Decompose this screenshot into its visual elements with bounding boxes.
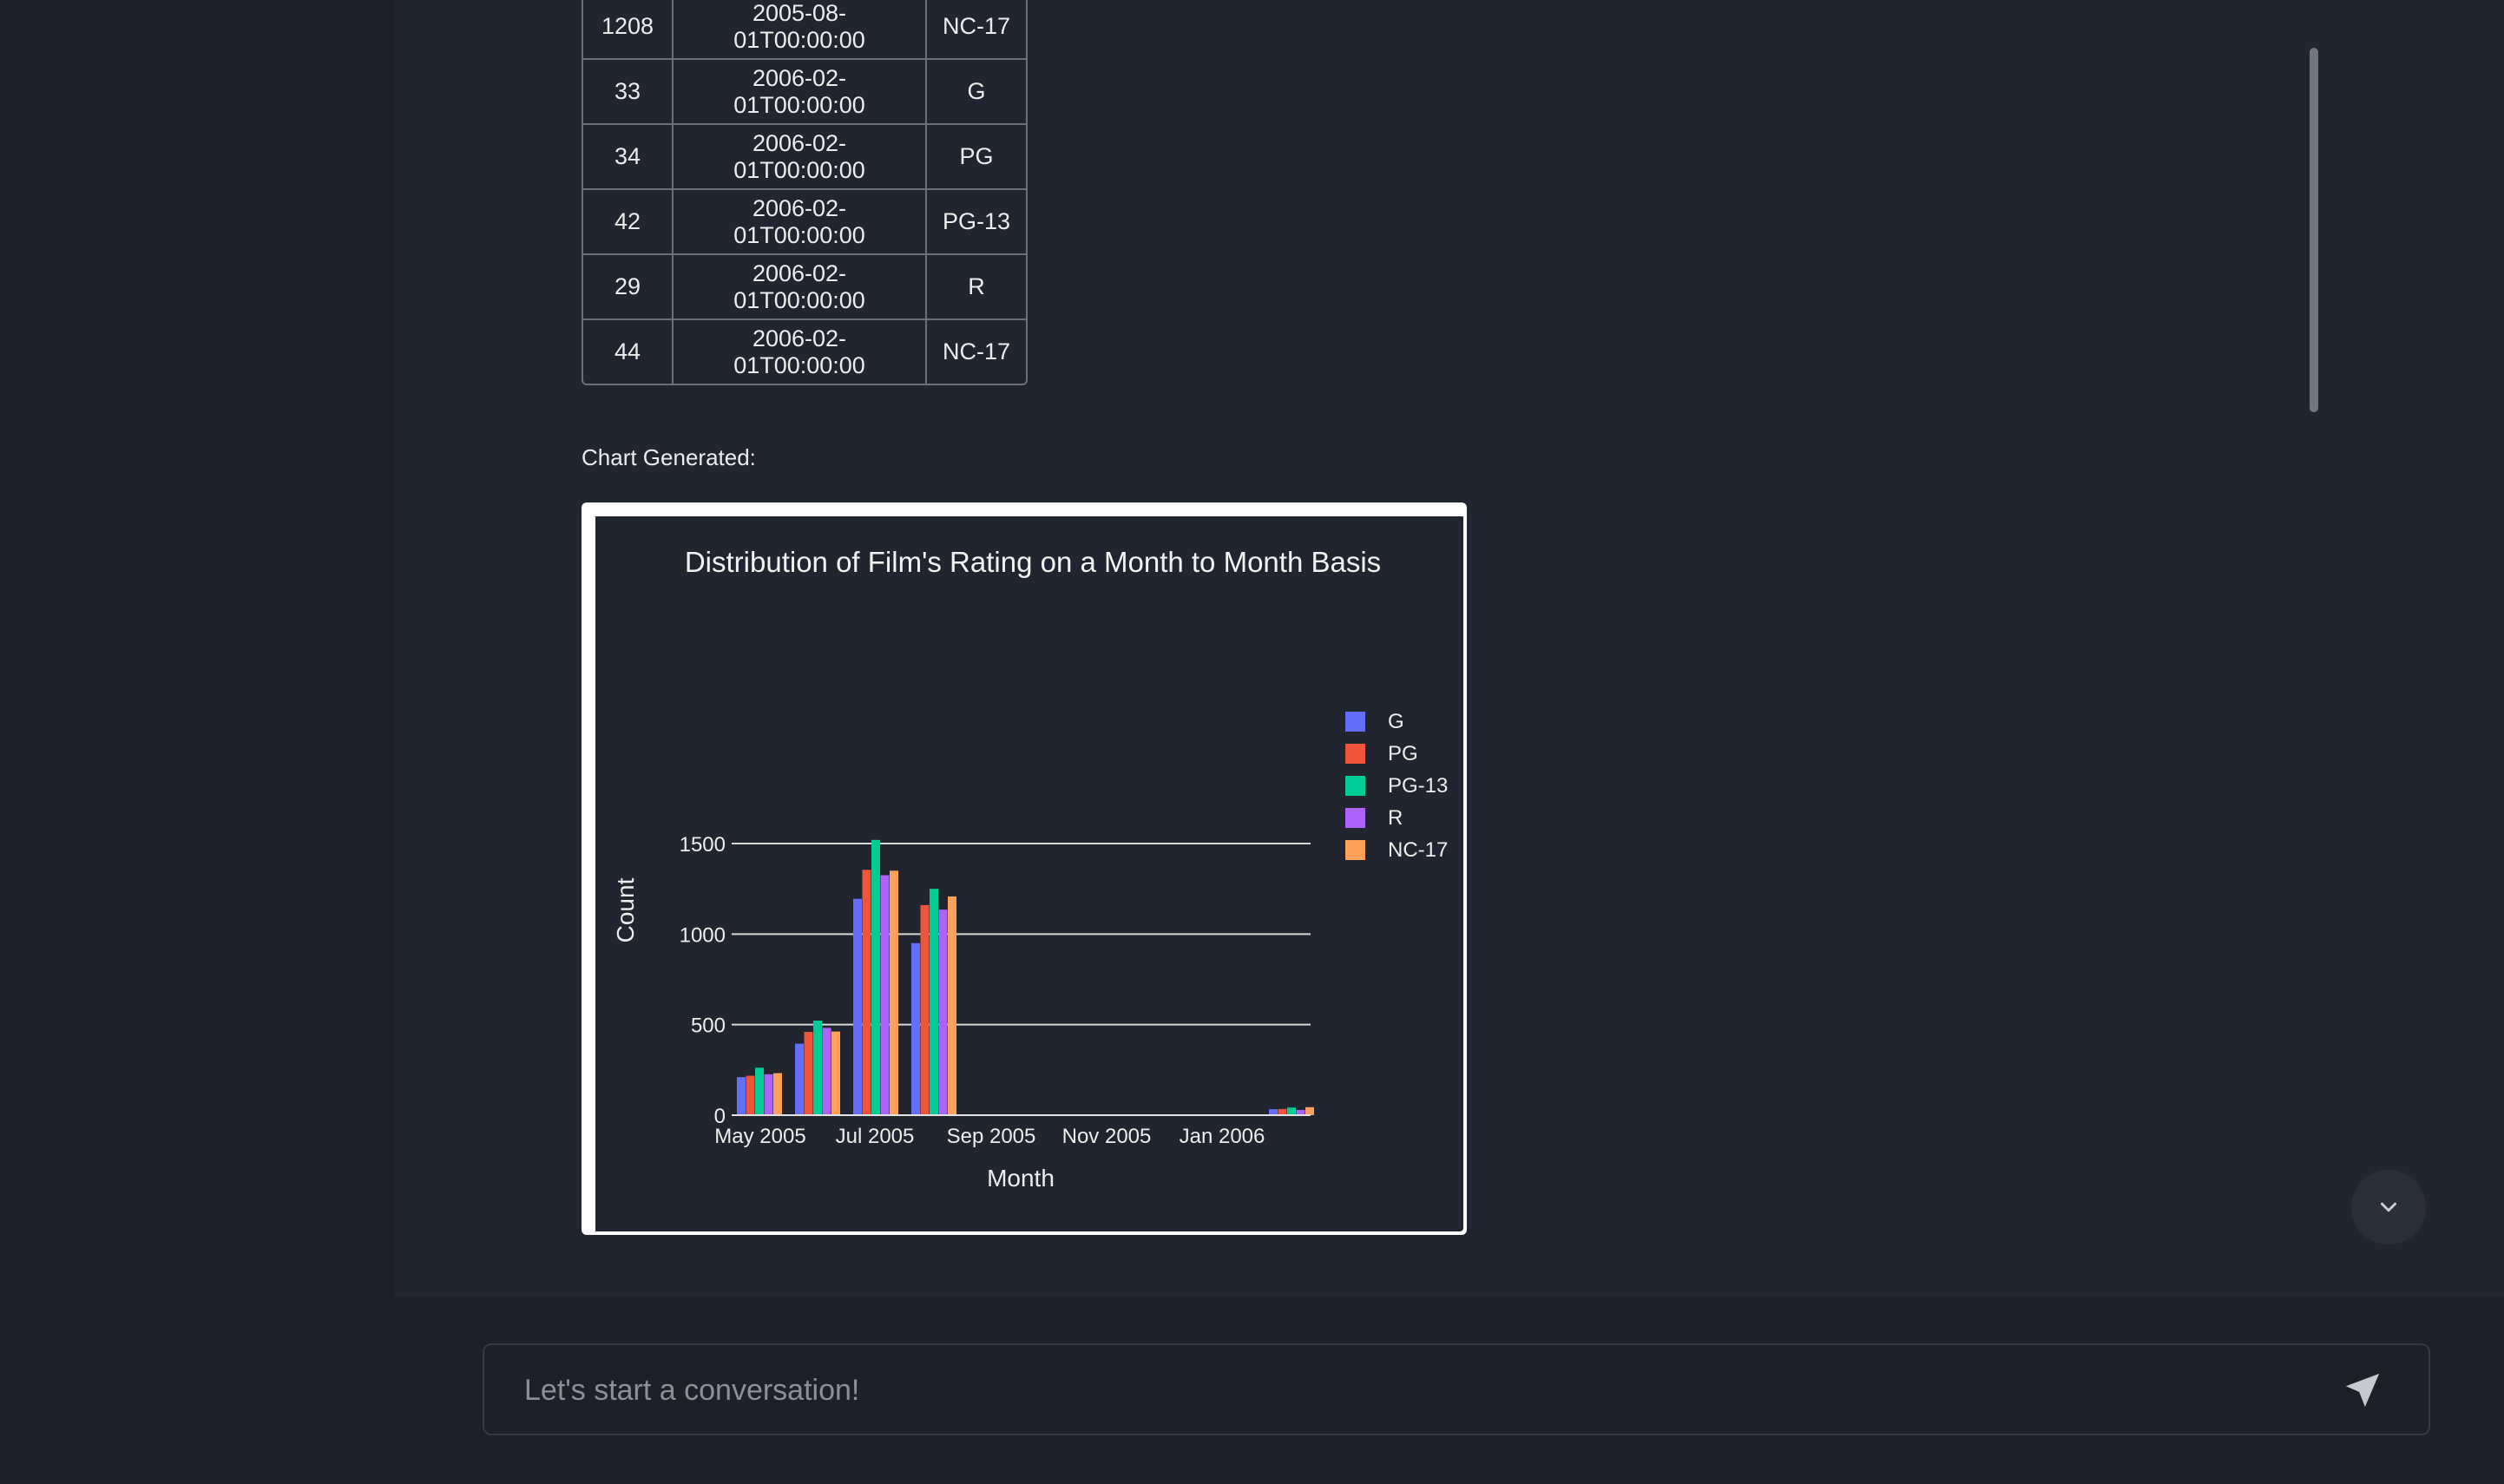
- bar-pg-2005-05: [746, 1075, 755, 1115]
- scroll-down-button[interactable]: [2351, 1170, 2426, 1244]
- scrollbar-thumb[interactable]: [2310, 48, 2318, 412]
- table-cell-month: 2006-02-01T00:00:00: [674, 190, 927, 255]
- table-row: 33 2006-02-01T00:00:00 G: [583, 60, 1026, 125]
- bar-chart: Distribution of Film's Rating on a Month…: [612, 546, 1448, 1192]
- bar-pg-13-2005-05: [755, 1067, 764, 1115]
- y-tick-label: 0: [714, 1105, 726, 1128]
- table-cell-rating: PG: [927, 125, 1026, 190]
- bar-g-2005-05: [737, 1077, 746, 1115]
- table-cell-count: 29: [583, 255, 674, 320]
- legend-swatch-pg-13[interactable]: [1345, 776, 1365, 796]
- x-tick-label: May 2005: [714, 1125, 805, 1148]
- y-tick-label: 1000: [680, 923, 726, 947]
- table-cell-count: 33: [583, 60, 674, 125]
- table-cell-month: 2006-02-01T00:00:00: [674, 60, 927, 125]
- bar-g-2005-06: [795, 1043, 804, 1115]
- table-row: 34 2006-02-01T00:00:00 PG: [583, 125, 1026, 190]
- table-cell-month: 2005-08-01T00:00:00: [674, 0, 927, 60]
- bar-g-2005-07: [853, 898, 862, 1115]
- bar-pg-2005-06: [804, 1032, 813, 1115]
- bar-pg-13-2005-08: [930, 889, 938, 1115]
- query-result-table: 1208 2005-08-01T00:00:00 NC-17 33 2006-02-01…: [582, 0, 1028, 385]
- bar-g-2005-08: [911, 942, 920, 1115]
- table-cell-rating: NC-17: [927, 0, 1026, 60]
- bar-nc-17-2005-06: [831, 1031, 840, 1115]
- table-cell-month: 2006-02-01T00:00:00: [674, 255, 927, 320]
- bar-nc-17-2005-07: [890, 870, 898, 1115]
- bar-nc-17-2005-05: [773, 1073, 782, 1115]
- table-cell-count: 1208: [583, 0, 674, 60]
- x-axis-title: Month: [987, 1165, 1055, 1192]
- legend-swatch-pg[interactable]: [1345, 744, 1365, 764]
- bar-r-2006-02: [1296, 1109, 1305, 1115]
- bar-r-2005-06: [822, 1028, 831, 1115]
- paper-plane-icon: [2345, 1373, 2380, 1408]
- table-cell-rating: PG-13: [927, 190, 1026, 255]
- bar-r-2005-05: [764, 1074, 773, 1115]
- x-tick-label: Sep 2005: [947, 1125, 1036, 1148]
- message-input[interactable]: [522, 1345, 2331, 1435]
- bar-nc-17-2005-08: [948, 896, 956, 1115]
- bar-nc-17-2006-02: [1305, 1106, 1314, 1115]
- table-cell-count: 44: [583, 320, 674, 384]
- bar-g-2006-02: [1269, 1109, 1278, 1115]
- table-cell-month: 2006-02-01T00:00:00: [674, 125, 927, 190]
- bar-pg-13-2006-02: [1287, 1107, 1296, 1115]
- sidebar: [0, 0, 394, 1484]
- legend-swatch-nc-17[interactable]: [1345, 840, 1365, 860]
- table-cell-rating: G: [927, 60, 1026, 125]
- bar-pg-13-2005-06: [813, 1021, 822, 1115]
- chart-generated-label: Chart Generated:: [582, 444, 756, 470]
- y-tick-label: 500: [691, 1015, 726, 1038]
- message-composer: [483, 1343, 2430, 1435]
- bar-pg-2006-02: [1278, 1108, 1287, 1115]
- chart-plot-area: Distribution of Film's Rating on a Month…: [595, 516, 1463, 1231]
- table-cell-count: 34: [583, 125, 674, 190]
- table-cell-month: 2006-02-01T00:00:00: [674, 320, 927, 384]
- table-row: 42 2006-02-01T00:00:00 PG-13: [583, 190, 1026, 255]
- legend-label-r[interactable]: R: [1388, 806, 1403, 830]
- chart-title: Distribution of Film's Rating on a Month…: [685, 546, 1381, 578]
- bar-pg-2005-08: [920, 904, 930, 1115]
- bar-pg-13-2005-07: [871, 839, 880, 1115]
- legend-label-nc-17[interactable]: NC-17: [1388, 838, 1448, 862]
- legend-label-pg-13[interactable]: PG-13: [1388, 774, 1448, 798]
- bar-r-2005-07: [880, 875, 890, 1115]
- send-button[interactable]: [2338, 1366, 2387, 1415]
- legend-label-g[interactable]: G: [1388, 710, 1404, 733]
- bar-pg-2005-07: [862, 870, 871, 1115]
- chevron-down-icon: [2381, 1202, 2396, 1212]
- legend-swatch-r[interactable]: [1345, 808, 1365, 828]
- x-tick-label: Jan 2006: [1180, 1125, 1265, 1148]
- table-cell-rating: NC-17: [942, 338, 1011, 364]
- table-cell-rating: R: [927, 255, 1026, 320]
- y-tick-label: 1500: [680, 833, 726, 857]
- y-axis-title: Count: [612, 877, 639, 942]
- chart-container: Distribution of Film's Rating on a Month…: [582, 502, 1467, 1235]
- table-row: 44 2006-02-01T00:00:00 NC-17: [583, 320, 1026, 384]
- table-row: 1208 2005-08-01T00:00:00 NC-17: [583, 0, 1026, 60]
- bar-r-2005-08: [938, 909, 948, 1115]
- table-cell-count: 42: [583, 190, 674, 255]
- x-tick-label: Jul 2005: [836, 1125, 915, 1148]
- legend-swatch-g[interactable]: [1345, 712, 1365, 732]
- table-row: 29 2006-02-01T00:00:00 R: [583, 255, 1026, 320]
- x-tick-label: Nov 2005: [1062, 1125, 1152, 1148]
- legend-label-pg[interactable]: PG: [1388, 742, 1418, 765]
